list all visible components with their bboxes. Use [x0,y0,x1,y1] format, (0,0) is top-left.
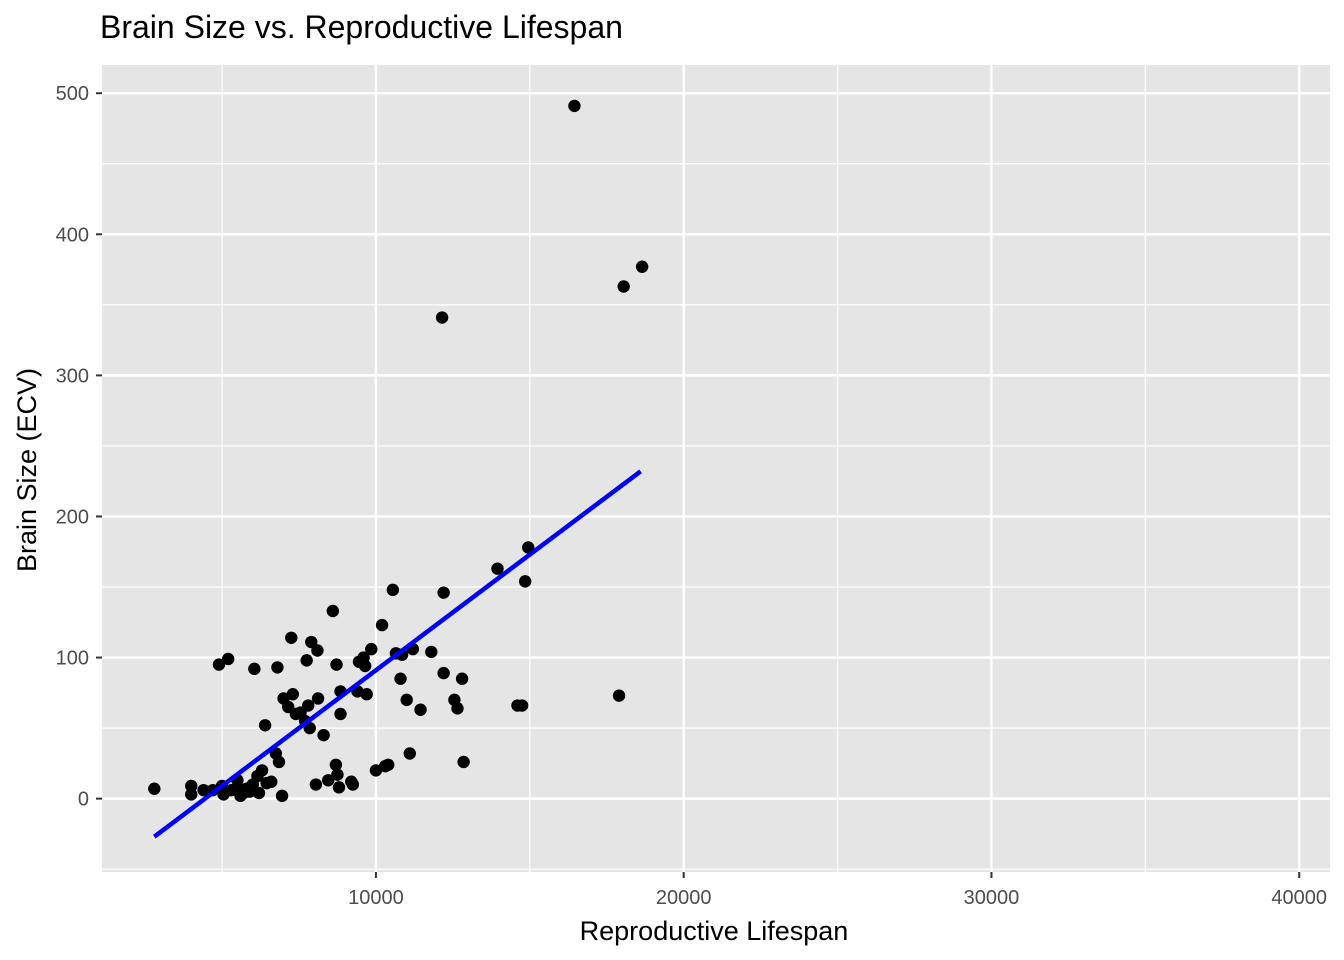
data-point [148,782,161,795]
data-point [302,699,315,712]
data-point [400,693,413,707]
x-tick-label: 10000 [348,887,404,909]
x-axis-ticks: 10000 20000 30000 40000 [348,872,1327,909]
x-tick-label: 30000 [964,887,1020,909]
data-point [435,311,449,324]
y-tick-label: 0 [78,789,89,811]
data-point [568,99,581,113]
trend-line [152,469,642,839]
data-point [311,644,324,657]
data-point [221,652,235,666]
data-point [455,672,469,685]
y-tick-label: 300 [56,365,89,387]
x-tick-label: 20000 [656,887,712,909]
data-point [518,575,532,588]
data-point [258,719,272,732]
data-point [403,747,416,760]
data-point [369,764,383,777]
data-point [286,688,300,701]
data-point [252,786,266,800]
data-point [437,586,450,599]
y-tick-label: 400 [56,224,89,246]
x-tick-label: 40000 [1271,887,1327,909]
data-point [185,779,198,793]
data-point [382,758,395,771]
data-point [248,662,261,676]
data-point [365,642,378,656]
plot-panel [102,65,1330,872]
data-point [311,692,325,705]
data-point [326,604,340,618]
data-point [414,703,427,716]
data-point [635,260,649,273]
data-point [394,672,407,685]
data-point [437,666,450,680]
chart-title: Brain Size vs. Reproductive Lifespan [100,9,623,45]
data-point [375,618,389,632]
data-point [346,778,360,791]
data-point [265,775,278,788]
data-point [612,689,626,702]
data-point [317,728,330,742]
data-point [322,774,335,787]
data-point [309,778,323,791]
data-point [272,755,286,769]
y-axis-ticks: 0 100 200 300 400 500 [56,83,102,811]
data-point [491,562,504,575]
data-point [334,707,347,721]
data-point [360,688,373,701]
data-point [425,645,438,659]
data-point [329,758,343,771]
data-point [271,661,284,674]
data-point [457,755,470,769]
data-point [330,658,343,671]
data-point [617,280,630,293]
data-point [275,789,289,803]
data-point [331,768,344,781]
data-point [197,783,210,797]
data-point [285,631,298,645]
data-point [332,781,346,794]
data-point [515,699,529,712]
data-point [386,583,400,597]
y-tick-label: 200 [56,506,89,528]
data-point [300,654,313,667]
y-axis-title: Brain Size (ECV) [12,368,42,572]
y-tick-label: 500 [56,83,89,105]
x-axis-title: Reproductive Lifespan [580,916,849,946]
data-point [255,764,269,777]
y-tick-label: 100 [56,648,89,670]
data-point [451,702,464,715]
minor-gridlines [102,65,1330,872]
data-point [358,659,372,673]
data-point [212,658,226,671]
